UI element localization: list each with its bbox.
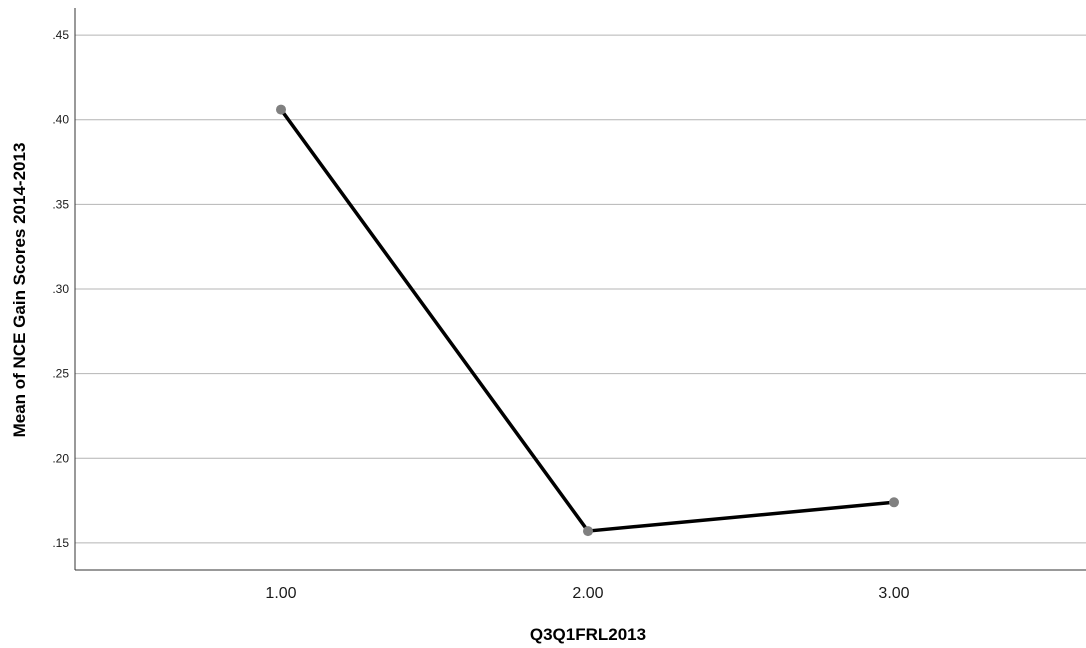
x-tick-label: 1.00 (265, 585, 296, 602)
data-point (583, 526, 593, 537)
y-tick-label: .45 (52, 28, 69, 42)
axes (74, 8, 1086, 571)
y-tick-labels: .15 .20 .25 .30 .35 .40 .45 (52, 28, 69, 550)
x-tick-labels: 1.00 2.00 3.00 (265, 585, 909, 602)
y-tick-label: .30 (52, 282, 69, 296)
y-tick-label: .35 (52, 197, 69, 211)
x-tick-label: 3.00 (878, 585, 909, 602)
data-point (889, 497, 899, 508)
x-axis-title: Q3Q1FRL2013 (530, 625, 646, 644)
gridlines (75, 34, 1086, 544)
y-tick-label: .15 (52, 536, 69, 550)
series (276, 104, 899, 537)
x-tick-label: 2.00 (572, 585, 603, 602)
y-tick-label: .40 (52, 113, 69, 127)
y-axis-title: Mean of NCE Gain Scores 2014-2013 (10, 143, 29, 438)
y-tick-label: .20 (52, 451, 69, 465)
series-line (279, 108, 895, 533)
data-point (276, 104, 286, 115)
y-tick-label: .25 (52, 367, 69, 381)
